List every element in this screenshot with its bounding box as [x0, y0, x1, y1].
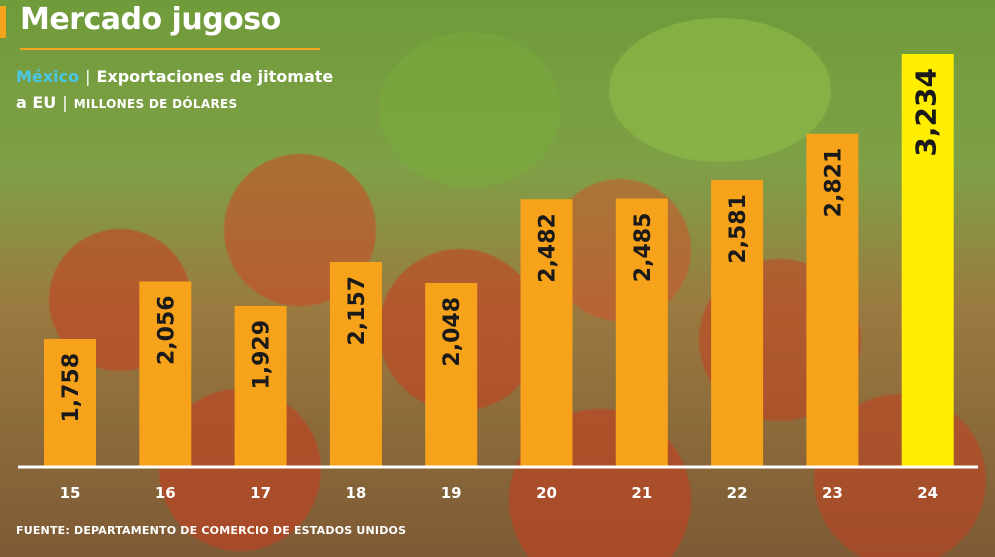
page-title: Mercado jugoso [20, 2, 281, 37]
subtitle-line2: a EU [16, 93, 57, 112]
x-tick-label-18: 18 [345, 484, 366, 502]
bar-24 [901, 54, 954, 466]
bar-23 [806, 133, 859, 466]
bar-value-label-23: 2,821 [821, 148, 846, 218]
x-tick-label-22: 22 [727, 484, 748, 502]
x-tick-label-16: 16 [155, 484, 176, 502]
bar-value-label-20: 2,482 [536, 213, 561, 283]
source-note: FUENTE: DEPARTAMENTO DE COMERCIO DE ESTA… [16, 524, 407, 537]
x-tick-label-15: 15 [60, 484, 81, 502]
bar-22 [711, 180, 764, 466]
bar-value-label-22: 2,581 [726, 194, 751, 264]
x-tick-label-20: 20 [536, 484, 557, 502]
subtitle-separator: | [85, 67, 91, 86]
subtitle-line1: Exportaciones de jitomate [96, 67, 334, 86]
bar-20 [520, 199, 573, 466]
bar-value-label-17: 1,929 [250, 320, 275, 390]
x-tick-label-23: 23 [822, 484, 843, 502]
bar-18 [329, 261, 382, 466]
title-accent-bar [0, 6, 6, 38]
bar-value-label-18: 2,157 [345, 276, 370, 346]
subtitle-unit: MILLONES DE DÓLARES [73, 97, 238, 111]
x-tick-label-24: 24 [917, 484, 938, 502]
chart-subtitle: México | Exportaciones de jitomate a EU | MI… [16, 64, 456, 117]
subtitle-country: México [16, 67, 80, 86]
bar-value-label-19: 2,048 [440, 297, 465, 367]
bar-value-label-16: 2,056 [154, 295, 179, 365]
bar-value-label-15: 1,758 [59, 353, 84, 423]
bar-17 [234, 305, 287, 466]
bar-19 [425, 282, 478, 466]
bar-15 [44, 338, 96, 466]
bar-value-label-24: 3,234 [910, 68, 943, 157]
title-underline [20, 48, 320, 50]
x-tick-label-21: 21 [631, 484, 652, 502]
x-tick-label-19: 19 [441, 484, 462, 502]
bar-value-label-21: 2,485 [631, 213, 656, 283]
x-tick-label-17: 17 [250, 484, 271, 502]
bar-21 [615, 198, 668, 466]
bar-16 [139, 281, 192, 466]
subtitle-separator-2: | [62, 93, 68, 112]
